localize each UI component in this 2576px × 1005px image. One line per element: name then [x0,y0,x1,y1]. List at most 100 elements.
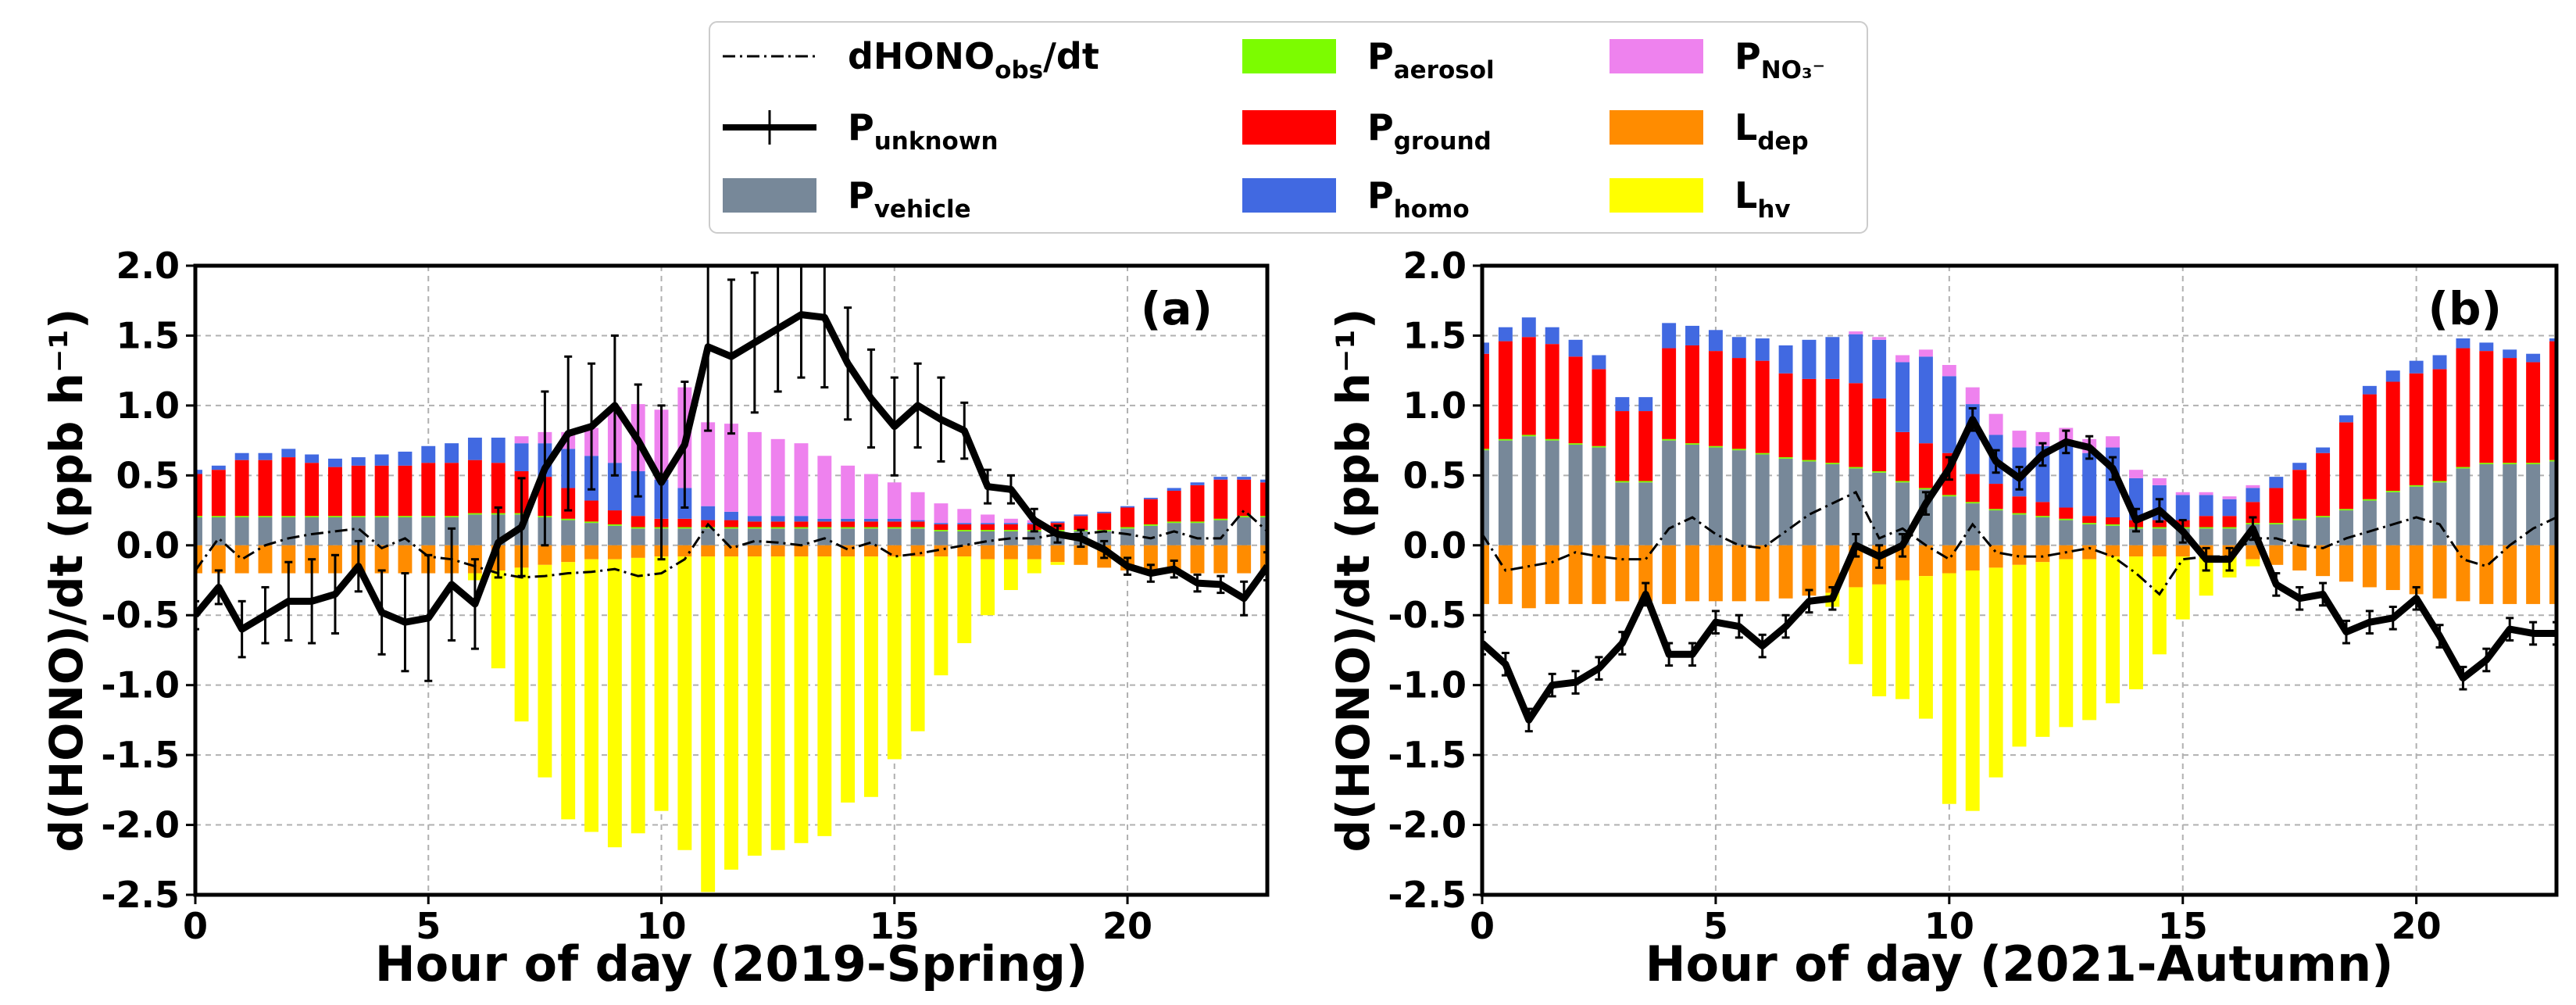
bar-P_ground [1918,443,1933,488]
bar-P_vehicle [1825,464,1840,545]
bar-P_aerosol [1638,481,1653,483]
bar-P_ground [1895,431,1910,481]
bar-P_aerosol [1708,445,1723,448]
bar-P_aerosol [584,521,598,524]
bar-P_ground [398,465,413,517]
legend-label-P_aerosol: Paerosol [1367,35,1495,84]
bar-L_dep [1498,545,1513,604]
bar-L_dep [864,545,878,557]
bar-P_vehicle [817,528,832,545]
bar-L_dep [631,545,645,558]
bar-P_vehicle [2292,520,2307,545]
bar-L_dep [1918,545,1933,577]
bar-P_aerosol [1755,452,1770,455]
bar-P_NO3 [2152,477,2167,485]
bar-P_NO3 [934,503,949,524]
bar-P_vehicle [398,517,413,545]
bar-P_NO3 [887,482,902,519]
bar-P_vehicle [841,528,856,545]
bar-P_aerosol [421,516,436,517]
bar-P_ground [2526,362,2541,463]
legend-swatch-P_aerosol [1242,39,1336,73]
bar-P_homo [2292,463,2307,470]
bar-P_NO3 [1965,387,1980,405]
bar-P_ground [421,463,436,517]
legend-label-L_dep: Ldep [1735,106,1809,156]
bar-L_hv [934,556,949,676]
x-tick-label: 20 [2392,905,2442,947]
legend-item-P_aerosol: Paerosol [1242,35,1495,84]
bar-P_vehicle [1167,523,1181,545]
bar-P_aerosol [2035,516,2050,517]
bar-L_hv [724,556,738,870]
bar-P_homo [514,443,529,471]
bar-L_hv [794,556,809,843]
bar-P_homo [910,520,925,522]
bar-L_dep [1027,545,1041,560]
bar-L_hv [2059,559,2074,728]
bar-L_hv [2106,556,2120,703]
bar-P_ground [374,465,389,517]
bar-P_aerosol [2222,527,2237,529]
bar-L_dep [2269,545,2284,565]
bar-P_NO3 [1918,349,1933,357]
bar-P_ground [211,470,226,517]
bar-P_ground [794,521,809,528]
bar-P_aerosol [2362,499,2377,501]
bar-P_ground [1825,378,1840,463]
bar-L_dep [1638,545,1653,602]
bar-L_hv [1965,570,1980,811]
bar-P_homo [981,523,995,524]
bar-L_hv [631,557,645,834]
y-tick-label: 0.0 [116,524,180,567]
bar-P_aerosol [631,527,645,529]
bar-P_homo [2339,415,2353,423]
bar-P_vehicle [1592,447,1606,545]
bar-P_NO3 [864,474,878,519]
bar-P_homo [2503,349,2517,359]
y-tick-label: 2.0 [1403,245,1467,287]
y-tick-label: 1.5 [1403,314,1467,356]
bar-P_homo [1755,338,1770,361]
bar-L_dep [607,545,622,560]
bar-P_homo [2526,353,2541,363]
bar-P_ground [305,463,320,517]
bar-P_homo [374,454,389,466]
bar-P_ground [1988,484,2003,510]
bar-L_dep [2082,545,2097,560]
bar-P_vehicle [1872,472,1887,545]
bar-P_ground [1708,351,1723,446]
bar-L_hv [607,559,622,848]
bar-P_vehicle [2503,464,2517,545]
bar-P_aerosol [1895,481,1910,483]
bar-P_vehicle [1120,528,1134,545]
bar-P_vehicle [2059,520,2074,545]
bar-L_hv [2199,556,2213,596]
bar-P_homo [1895,362,1910,432]
bar-P_ground [2549,341,2556,460]
bar-P_aerosol [981,530,995,531]
bar-P_ground [2035,502,2050,517]
bar-L_dep [2035,545,2050,563]
bar-P_aerosol [195,516,202,517]
bar-P_aerosol [607,524,622,526]
y-tick-label: 1.0 [116,384,180,427]
bar-P_vehicle [2456,468,2471,545]
bar-L_hv [841,556,856,803]
bar-P_aerosol [887,527,902,529]
bar-P_ground [1802,378,1817,460]
bar-P_ground [770,521,785,528]
bar-L_dep [1260,545,1267,574]
bar-P_ground [2456,348,2471,467]
bar-P_ground [328,467,342,517]
bar-P_ground [934,524,949,531]
bar-P_homo [2082,452,2097,517]
bar-P_vehicle [981,531,995,545]
bar-L_dep [2549,545,2556,604]
bar-P_vehicle [724,528,738,545]
bar-P_homo [2222,499,2237,517]
legend-label-P_ground: Pground [1367,106,1492,156]
legend-swatch-P_vehicle [723,178,816,213]
bar-P_vehicle [631,528,645,545]
bar-P_homo [421,445,436,463]
